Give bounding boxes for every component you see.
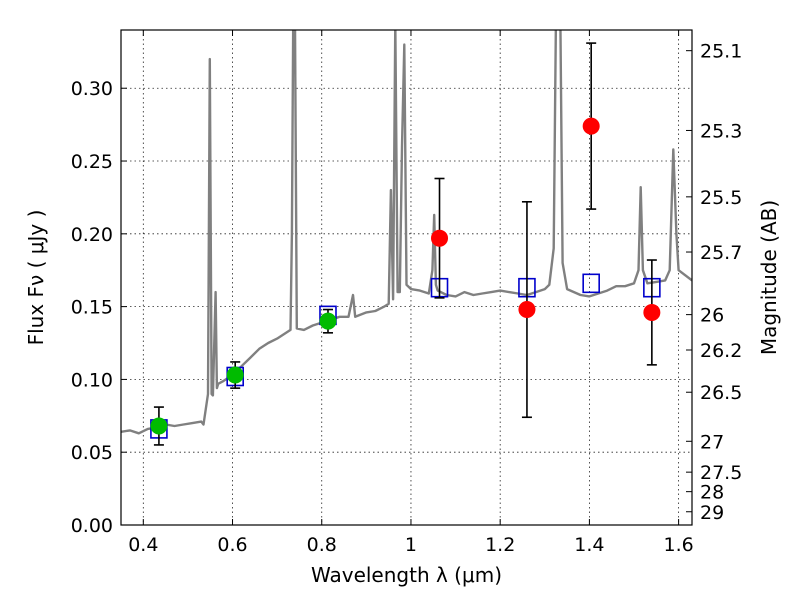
y-tick-label: 0.25 (71, 151, 113, 173)
y2-tick-label: 26.5 (700, 382, 742, 404)
y-tick-label: 0.00 (71, 515, 113, 537)
y2-tick-label: 26 (700, 305, 724, 327)
x-axis-title: Wavelength λ (μm) (311, 563, 502, 587)
y2-tick-label: 26.2 (700, 340, 742, 362)
x-tick-label: 1 (405, 534, 417, 556)
y-axis-title: Flux Fν ( μJy ) (24, 210, 48, 346)
nir-data-point (518, 301, 536, 319)
optical-data-point (150, 417, 168, 435)
nir-data-point (431, 229, 449, 247)
plot-area (121, 30, 692, 446)
y2-tick-label: 25.7 (700, 242, 742, 264)
x-tick-label: 0.6 (217, 534, 247, 556)
x-tick-label: 0.4 (128, 534, 158, 556)
x-tick-label: 0.8 (307, 534, 337, 556)
nir-data-point (582, 117, 600, 135)
y2-axis-title: Magnitude (AB) (757, 200, 781, 355)
y2-tick-label: 25.1 (700, 41, 742, 63)
x-tick-label: 1.6 (664, 534, 694, 556)
y-tick-label: 0.30 (71, 78, 113, 100)
nir-data-point (643, 303, 661, 321)
optical-data-point (319, 312, 337, 330)
y2-tick-label: 25.3 (700, 120, 742, 142)
y2-tick-label: 27.5 (700, 462, 742, 484)
ticks: 0.4 0.6 0.8 1 1.2 1.4 1.6 0.00 0.05 0.10 0.15 0.20 0… (71, 30, 742, 556)
y-tick-label: 0.20 (71, 224, 113, 246)
optical-data-point (226, 366, 244, 384)
x-tick-label: 1.2 (485, 534, 515, 556)
y2-tick-label: 28 (700, 482, 724, 504)
model-photometry-square (582, 273, 600, 294)
spectrum-line (121, 30, 692, 435)
y-tick-label: 0.10 (71, 369, 113, 391)
y2-tick-label: 29 (700, 502, 724, 524)
y2-tick-label: 25.5 (700, 187, 742, 209)
y2-tick-label: 27 (700, 431, 724, 453)
y-tick-label: 0.15 (71, 297, 113, 319)
plot-frame (120, 29, 693, 526)
x-tick-label: 1.4 (574, 534, 604, 556)
y-tick-label: 0.05 (71, 442, 113, 464)
